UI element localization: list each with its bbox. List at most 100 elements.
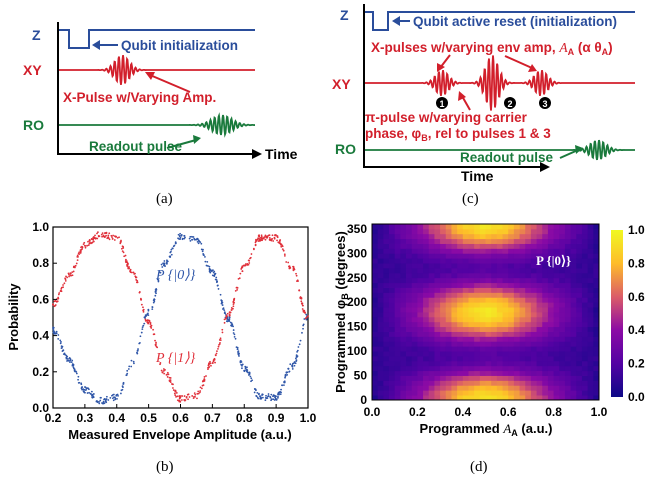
scatter-point-p1 [101, 232, 104, 235]
panel-c-xpulses-label: X-pulses w/varying env amp, AA (α θA) [371, 40, 613, 57]
panel-c-caption: (c) [462, 191, 479, 207]
heatmap-cell [519, 292, 526, 298]
heatmap-cell [389, 238, 396, 244]
heatmap-cell [542, 282, 549, 288]
heatmap-cell [428, 263, 435, 269]
scatter-point-p1 [259, 236, 262, 239]
heatmap-cell [445, 238, 452, 244]
scatter-point-p0 [293, 364, 296, 367]
heatmap-cell [479, 297, 486, 303]
heatmap-cell [485, 243, 492, 249]
heatmap-cell [383, 390, 390, 396]
heatmap-cell [474, 268, 481, 274]
heatmap-cell [474, 370, 481, 376]
panel-a-xpulse-arrow [149, 74, 191, 93]
heatmap-cell [564, 360, 572, 367]
heatmap-cell [451, 292, 458, 298]
scatter-point-p1 [183, 399, 186, 402]
heatmap-cell [457, 263, 464, 269]
heatmap-cell [479, 302, 486, 308]
heatmap-cell [576, 243, 583, 249]
scatter-point-p1 [69, 272, 72, 275]
heatmap-cell [564, 282, 572, 288]
heatmap-cell [530, 370, 537, 376]
heatmap-cell [400, 263, 407, 269]
heatmap-cell [383, 302, 390, 308]
heatmap-cell [400, 307, 407, 313]
heatmap-cell [553, 365, 560, 372]
heatmap-cell [457, 346, 464, 352]
heatmap-cell [462, 321, 469, 328]
heatmap-cell [496, 341, 503, 347]
heatmap-cell [513, 390, 520, 396]
scatter-point-p0 [130, 365, 133, 368]
scatter-point-p1 [229, 311, 232, 314]
scatter-point-p1 [268, 237, 271, 239]
heatmap-cell [440, 297, 447, 303]
heatmap-cell [400, 341, 407, 347]
panel-b-caption: (b) [156, 459, 174, 475]
heatmap-cell [457, 321, 464, 328]
heatmap-cell [496, 395, 503, 401]
heatmap-cell [434, 233, 441, 240]
heatmap-cell [547, 395, 554, 401]
heatmap-cell [394, 307, 401, 313]
heatmap-cell [372, 356, 379, 362]
heatmap-cell [559, 292, 566, 298]
scatter-point-p0 [200, 242, 203, 245]
heatmap-cell [553, 336, 560, 342]
scatter-point-p1 [276, 236, 279, 239]
heatmap-cell [525, 228, 532, 235]
x-tick-label: 0.7 [204, 411, 221, 425]
scatter-point-p0 [122, 381, 125, 384]
heatmap-cell [496, 360, 503, 367]
scatter-point-p1 [148, 319, 151, 322]
heatmap-cell [457, 224, 464, 230]
heatmap-cell [530, 312, 537, 318]
scatter-point-p1 [197, 392, 200, 395]
heatmap-cell [519, 307, 526, 313]
heatmap-cell [406, 263, 413, 269]
heatmap-cell [451, 238, 458, 244]
scatter-point-p1 [223, 321, 226, 324]
heatmap-cell [502, 370, 509, 376]
scatter-point-p1 [202, 384, 205, 387]
heatmap-cell [496, 224, 503, 230]
heatmap-cell [445, 302, 452, 308]
scatter-point-p0 [210, 270, 213, 273]
scatter-point-p0 [288, 370, 291, 373]
heatmap-cell [377, 282, 384, 288]
heatmap-cell [462, 302, 469, 308]
heatmap-cell [462, 224, 469, 230]
heatmap-cell [519, 297, 526, 303]
heatmap-cell [400, 380, 407, 386]
heatmap-cell [496, 233, 503, 240]
heatmap-cell [536, 307, 543, 313]
x-tick-label: 0.2 [45, 411, 62, 425]
heatmap-cell [525, 307, 532, 313]
heatmap-cell [536, 356, 543, 362]
scatter-point-p0 [170, 248, 173, 251]
scatter-point-p0 [141, 328, 144, 331]
heatmap-cell [564, 268, 572, 274]
scatter-point-p0 [155, 292, 157, 295]
heatmap-cell [519, 321, 526, 328]
heatmap-cell [559, 370, 566, 376]
heatmap-cell [485, 316, 492, 323]
scatter-point-p0 [155, 288, 158, 290]
panel-a-xy-label: XY [23, 62, 42, 78]
heatmap-cell [383, 248, 390, 254]
panel-b-legend-p1: P {|1⟩} [155, 351, 196, 366]
scatter-point-p1 [205, 375, 207, 377]
heatmap-cell [502, 326, 509, 332]
heatmap-cell [457, 360, 464, 367]
heatmap-cell [417, 326, 424, 332]
heatmap-cell [513, 228, 520, 235]
x-tick-label: 0.8 [236, 411, 253, 425]
heatmap-cell [406, 258, 413, 264]
scatter-point-p0 [67, 359, 70, 362]
scatter-point-p1 [126, 264, 129, 267]
heatmap-cell [372, 287, 379, 293]
heatmap-cell [440, 321, 447, 328]
scatter-point-p1 [219, 337, 222, 340]
